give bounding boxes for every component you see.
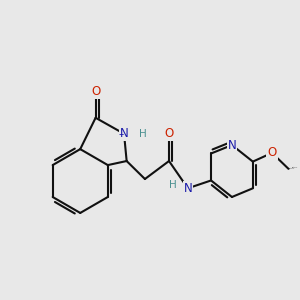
Text: O: O	[91, 85, 100, 98]
Text: O: O	[164, 127, 174, 140]
Text: N: N	[120, 127, 128, 140]
Text: O: O	[267, 146, 277, 159]
Text: methoxy: methoxy	[291, 167, 298, 168]
Text: –: –	[118, 129, 124, 139]
Text: H: H	[169, 180, 177, 190]
Text: N: N	[184, 182, 192, 195]
Text: H: H	[139, 129, 147, 139]
Text: N: N	[228, 139, 236, 152]
Text: methoxy: methoxy	[289, 168, 295, 169]
